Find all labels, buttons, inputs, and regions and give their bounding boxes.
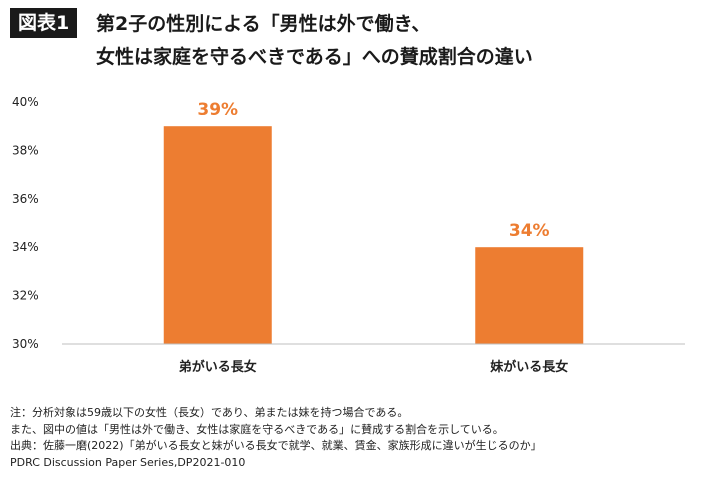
note-line: 注：分析対象は59歳以下の女性（長女）であり、弟または妹を持つ場合である。 [10,406,409,419]
source-line: 出典：佐藤一磨(2022)「弟がいる長女と妹がいる長女で就学、就業、賃金、家族形… [10,439,542,452]
data-label: 34% [509,221,550,241]
y-tick-label: 34% [12,240,39,254]
y-axis: 30% 32% 34% 36% 38% 40% [12,95,39,351]
category-label: 妹がいる長女 [489,359,568,375]
y-tick-label: 40% [12,95,39,109]
notes: 注：分析対象は59歳以下の女性（長女）であり、弟または妹を持つ場合である。 また… [10,405,700,471]
chart-title: 第2子の性別による「男性は外で働き、 女性は家庭を守るべきである」への賛成割合の… [96,8,696,74]
y-tick-label: 38% [12,143,39,157]
data-label: 39% [197,100,238,120]
y-tick-label: 36% [12,192,39,206]
source-line: PDRC Discussion Paper Series,DP2021-010 [10,455,246,469]
figure-label: 図表1 [10,8,78,38]
bar-1 [163,126,272,344]
y-tick-label: 30% [12,337,39,351]
y-tick-label: 32% [12,289,39,303]
bars: 39% 34% [163,100,584,344]
x-axis: 弟がいる長女 妹がいる長女 [62,343,685,375]
title-line-2: 女性は家庭を守るべきである」への賛成割合の違い [96,46,533,68]
title-line-1: 第2子の性別による「男性は外で働き、 [96,13,431,35]
category-label: 弟がいる長女 [179,359,257,375]
bar-chart: 30% 32% 34% 36% 38% 40% 39% 34% 弟がいる長女 妹がいる長女 [12,95,685,375]
bar-2 [475,247,584,344]
note-line: また、図中の値は「男性は外で働き、女性は家庭を守るべきである」に賛成する割合を示… [10,422,504,436]
